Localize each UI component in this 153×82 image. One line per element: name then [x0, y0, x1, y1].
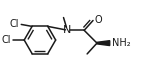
Text: O: O	[95, 15, 103, 25]
Text: N: N	[63, 25, 72, 35]
Text: Cl: Cl	[9, 19, 19, 29]
Polygon shape	[97, 41, 110, 46]
Text: NH₂: NH₂	[112, 38, 131, 48]
Text: Cl: Cl	[1, 35, 11, 45]
